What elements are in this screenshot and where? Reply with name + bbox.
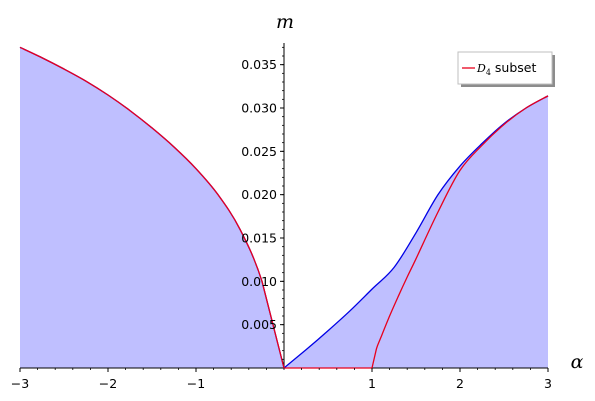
- y-tick-label: 0.025: [241, 144, 277, 159]
- x-tick-label: 2: [456, 376, 464, 391]
- shaded-area: [20, 47, 548, 368]
- series-line-red: [19, 46, 549, 369]
- y-tick-label: 0.015: [241, 231, 277, 246]
- x-axis-label: α: [571, 351, 584, 373]
- y-tick-label: 0.020: [241, 187, 277, 202]
- x-tick-label: 1: [368, 376, 376, 391]
- x-tick-label: −2: [99, 376, 117, 391]
- y-tick-label: 0.005: [241, 317, 277, 332]
- legend-math-symbol: D: [476, 62, 486, 75]
- legend-math-subscript: 4: [486, 68, 491, 77]
- legend: D4 subset: [457, 51, 555, 87]
- y-axis-label: m: [276, 11, 294, 33]
- ticks: −3 −2 −1 1 2 3 0.005 0.010 0.015 0.020 0.025 0.030 0…: [11, 46, 552, 391]
- y-tick-label: 0.035: [241, 57, 277, 72]
- legend-label: D4 subset: [476, 60, 536, 77]
- legend-text: subset: [491, 60, 537, 75]
- x-tick-label: −3: [11, 376, 29, 391]
- x-tick-label: −1: [187, 376, 205, 391]
- y-tick-label: 0.030: [241, 101, 277, 116]
- x-tick-label: 3: [544, 376, 552, 391]
- y-tick-label: 0.010: [241, 274, 277, 289]
